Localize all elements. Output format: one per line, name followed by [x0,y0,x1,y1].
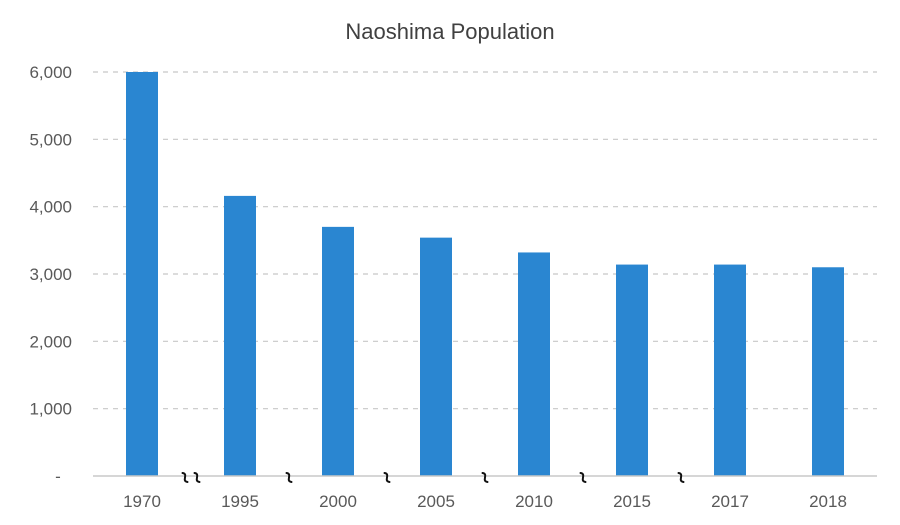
x-tick-label: 2010 [515,492,553,511]
bar [224,195,256,477]
axis-break-mark [193,472,201,483]
y-tick-label: 4,000 [29,198,72,217]
axis-break-mark [579,472,587,483]
x-tick-label: 2015 [613,492,651,511]
x-tick-label: 2005 [417,492,455,511]
x-tick-label: 1970 [123,492,161,511]
bar [518,252,550,476]
x-tick-label: 2000 [319,492,357,511]
y-tick-label: 3,000 [29,265,72,284]
x-axis-ticks: 1970 1995 2000 2005 2010 2015 2017 2018 [123,492,847,511]
chart-title: Naoshima Population [345,19,554,44]
bars [126,72,844,477]
axis-break-mark [677,472,685,483]
axis-break-mark [383,472,391,483]
x-tick-label: 2018 [809,492,847,511]
x-tick-label: 1995 [221,492,259,511]
bar [616,264,648,476]
y-tick-label: 6,000 [29,63,72,82]
y-tick-label: - [55,467,61,486]
bar [322,226,354,476]
gridlines [93,71,877,410]
axis-break-mark [481,472,489,483]
axis-breaks [181,472,685,483]
axis-break-mark [181,472,189,483]
y-tick-label: 5,000 [29,130,72,149]
bar [126,72,158,476]
y-tick-label: 2,000 [29,332,72,351]
x-tick-label: 2017 [711,492,749,511]
bar [812,267,844,476]
axis-break-mark [285,472,293,483]
bar [420,237,452,476]
bar [714,264,746,476]
y-tick-label: 1,000 [29,400,72,419]
y-axis-ticks: - 1,000 2,000 3,000 4,000 5,000 6,000 [29,63,72,486]
